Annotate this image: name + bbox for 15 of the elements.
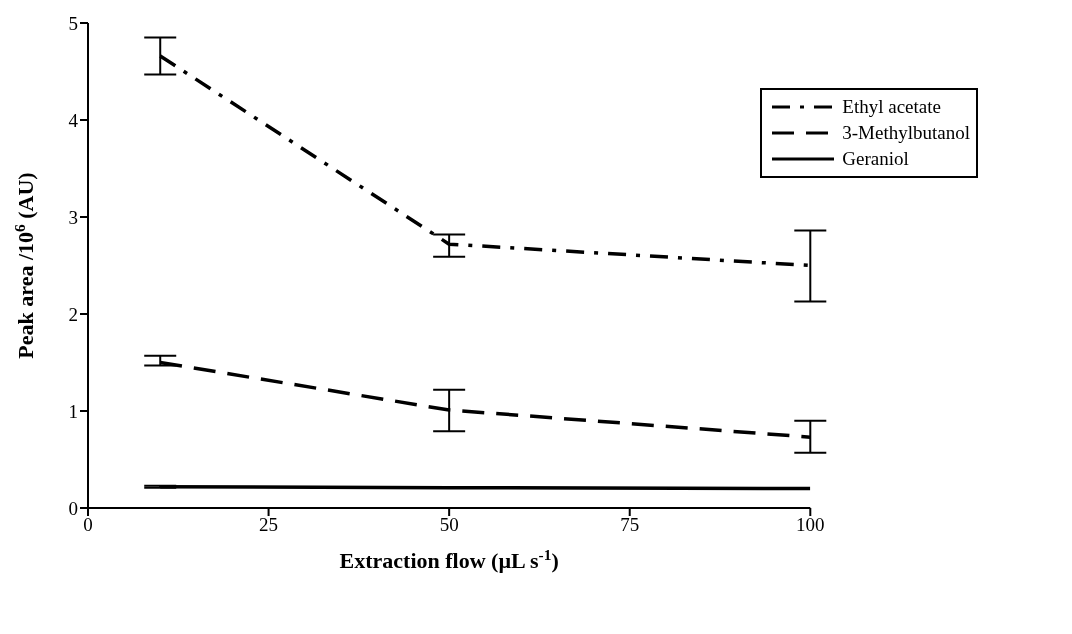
x-tick-label: 75 [620, 514, 640, 536]
y-tick-label: 5 [68, 12, 78, 34]
y-tick-label: 3 [68, 206, 78, 228]
x-axis-title: Extraction flow (µL s$^{-1}$) [339, 545, 559, 573]
y-tick-label: 4 [68, 109, 79, 131]
legend-label: Geraniol [842, 147, 909, 171]
legend-label: Ethyl acetate [842, 95, 941, 119]
y-tick-label: 2 [68, 303, 78, 325]
y-tick-label: 0 [68, 497, 78, 519]
x-tick-label: 100 [796, 514, 825, 536]
y-tick-label: 1 [68, 400, 78, 422]
legend-label: 3-Methylbutanol [842, 121, 970, 145]
x-tick-label: 50 [439, 514, 459, 536]
x-tick-label: 25 [259, 514, 279, 536]
x-tick-label: 0 [83, 514, 93, 536]
